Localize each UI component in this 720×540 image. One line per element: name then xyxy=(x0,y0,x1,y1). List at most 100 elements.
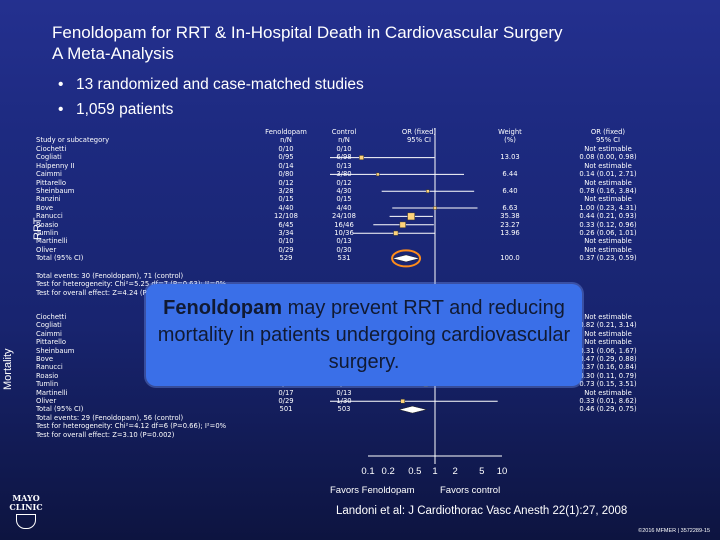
rrt-control-cell: 4/30 xyxy=(336,186,352,195)
mortality-study-cell: Cogliati xyxy=(36,321,62,330)
rrt-or-cell: 0.33 (0.12, 0.96) xyxy=(579,220,637,229)
mortality-or-cell: Not estimable xyxy=(584,388,632,397)
rrt-or-cell: 0.78 (0.16, 3.84) xyxy=(579,186,637,195)
rrt-or-cell: 0.26 (0.06, 1.01) xyxy=(579,228,637,237)
mortality-total-diamond xyxy=(397,405,427,414)
favors-right-label: Favors control xyxy=(440,485,501,496)
rrt-control-cell: 4/40 xyxy=(336,203,352,212)
rrt-fenoldopam-column: 0/10 0/95 0/14 0/80 0/12 3/28 0/15 4/40 12/108 6/… xyxy=(262,145,310,262)
mortality-study-cell: Bove xyxy=(36,354,54,363)
rrt-total-diamond xyxy=(392,254,420,263)
mortality-or-cell: 0.47 (0.29, 0.88) xyxy=(579,354,637,363)
rrt-weight-cell: 23.27 xyxy=(500,220,520,229)
rrt-study-cell: Pittarello xyxy=(36,178,67,187)
tick-label: 0.2 xyxy=(381,466,395,477)
rrt-study-cell: Ranzini xyxy=(36,195,61,204)
conclusion-callout: Fenoldopam may prevent RRT and reducing … xyxy=(146,284,582,386)
mortality-fenoldopam-cell: 501 xyxy=(279,405,293,414)
rrt-weight-cell: 13.96 xyxy=(500,228,520,237)
bullet-list: • 13 randomized and case-matched studies … xyxy=(58,76,364,126)
mortality-or-column: Not estimable 0.82 (0.21, 3.14) Not estima… xyxy=(568,313,648,414)
rrt-study-cell: Total (95% CI) xyxy=(36,254,84,263)
point-oliver xyxy=(400,398,405,404)
rrt-or-cell: Not estimable xyxy=(584,178,632,187)
header-or-text: OR (fixed) 95% CI xyxy=(590,128,626,145)
header-weight: Weight (%) xyxy=(498,128,522,145)
rrt-fenoldopam-cell: 4/40 xyxy=(278,203,294,212)
mortality-or-cell: 0.46 (0.29, 0.75) xyxy=(579,405,637,414)
rrt-control-cell: 0/10 xyxy=(336,145,352,153)
mortality-study-column: Ciochetti Cogliati Caimmi Pittarello Sheinba… xyxy=(36,313,83,414)
mortality-fenoldopam-cell: 0/29 xyxy=(278,396,294,405)
rrt-control-cell: 10/36 xyxy=(334,228,354,237)
rrt-weight-cell: 6.40 xyxy=(502,186,518,195)
point-ranucci xyxy=(407,212,415,221)
mortality-or-cell: Not estimable xyxy=(584,313,632,321)
rrt-weight-cell: 6.44 xyxy=(502,170,518,179)
slide-title: Fenoldopam for RRT & In-Hospital Death i… xyxy=(52,22,563,64)
rrt-study-cell: Cogliati xyxy=(36,153,62,162)
rrt-control-cell: 16/46 xyxy=(334,220,354,229)
footer-line: Test for overall effect: Z=3.10 (P=0.002… xyxy=(36,430,175,439)
point-sheinbaum xyxy=(426,189,430,193)
footer-line: Test for heterogeneity: Chi²=4.12 df=6 (… xyxy=(36,422,227,431)
mortality-footer: Total events: 29 (Fenoldopam), 56 (contr… xyxy=(36,414,226,439)
mortality-fenoldopam-cell: 0/17 xyxy=(278,388,294,397)
rrt-weight-cell: 13.03 xyxy=(500,153,520,162)
rrt-study-cell: Ciochetti xyxy=(36,145,67,153)
point-caimmi xyxy=(376,172,380,177)
mortality-study-cell: Pittarello xyxy=(36,338,67,347)
rrt-control-cell: 0/13 xyxy=(336,237,352,246)
rrt-or-cell: 0.08 (0.00, 0.98) xyxy=(579,153,637,162)
mortality-or-cell: Not estimable xyxy=(584,338,632,347)
mortality-or-cell: 0.82 (0.21, 3.14) xyxy=(579,321,637,330)
side-label-mortality: Mortality xyxy=(2,348,14,390)
rrt-study-cell: Martinelli xyxy=(36,237,68,246)
rrt-study-cell: Tumlin xyxy=(36,228,59,237)
tick-label: 5 xyxy=(479,466,485,477)
rrt-study-cell: Caimmi xyxy=(36,170,62,179)
mortality-study-cell: Oliver xyxy=(36,396,57,405)
rrt-study-cell: Roasio xyxy=(36,220,59,229)
rrt-or-cell: 0.37 (0.23, 0.59) xyxy=(579,254,637,263)
rrt-or-cell: Not estimable xyxy=(584,195,632,204)
mortality-study-cell: Caimmi xyxy=(36,329,62,338)
callout-text: may prevent RRT and reducing mortality i… xyxy=(157,296,571,373)
bullet-item: • 13 randomized and case-matched studies xyxy=(58,76,364,93)
shield-icon xyxy=(16,514,36,529)
mortality-control-cell: 0/13 xyxy=(336,388,352,397)
rrt-or-column: Not estimable 0.08 (0.00, 0.98) Not estima… xyxy=(568,145,648,262)
rrt-weight-column: 13.03 6.44 6.40 6.63 35.38 23.27 13.96 100.0 xyxy=(490,145,530,262)
rrt-fenoldopam-cell: 0/95 xyxy=(278,153,294,162)
rrt-fenoldopam-cell: 529 xyxy=(279,254,293,263)
mortality-study-cell: Sheinbaum xyxy=(36,346,75,355)
copyright: ©2016 MFMER | 3572289-15 xyxy=(638,528,710,534)
footer-line: Total events: 29 (Fenoldopam), 56 (contr… xyxy=(36,414,184,422)
rrt-control-cell: 531 xyxy=(337,254,351,263)
header-study: Study or subcategory xyxy=(36,136,110,144)
mortality-control-cell: 503 xyxy=(337,405,351,414)
rrt-or-cell: Not estimable xyxy=(584,145,632,153)
mortality-study-cell: Total (95% CI) xyxy=(36,405,84,414)
rrt-fenoldopam-cell: 3/28 xyxy=(278,186,294,195)
rrt-fenoldopam-cell: 12/108 xyxy=(274,212,298,221)
rrt-fenoldopam-cell: 0/15 xyxy=(278,195,294,204)
point-cogliati xyxy=(359,155,364,161)
tick-label: 10 xyxy=(496,466,508,477)
rrt-or-cell: Not estimable xyxy=(584,245,632,254)
point-roasio xyxy=(399,221,406,228)
mortality-study-cell: Ciochetti xyxy=(36,313,67,321)
rrt-control-cell: 24/108 xyxy=(332,212,356,221)
tick-label: 1 xyxy=(432,466,438,477)
rrt-study-column: Ciochetti Cogliati Halpenny II Caimmi Pittar… xyxy=(36,145,83,262)
title-line-2: A Meta-Analysis xyxy=(52,44,174,63)
mortality-or-cell: 0.33 (0.01, 8.62) xyxy=(579,396,637,405)
rrt-study-cell: Halpenny II xyxy=(36,161,75,170)
header-fenoldopam: Fenoldopam n/N xyxy=(265,128,307,145)
rrt-study-cell: Oliver xyxy=(36,245,57,254)
citation: Landoni et al: J Cardiothorac Vasc Anest… xyxy=(336,505,628,517)
rrt-weight-cell: 100.0 xyxy=(500,254,520,263)
header-or-plot: OR (fixed) 95% CI xyxy=(401,128,437,145)
rrt-fenoldopam-cell: 6/45 xyxy=(278,220,294,229)
mortality-or-cell: Not estimable xyxy=(584,329,632,338)
